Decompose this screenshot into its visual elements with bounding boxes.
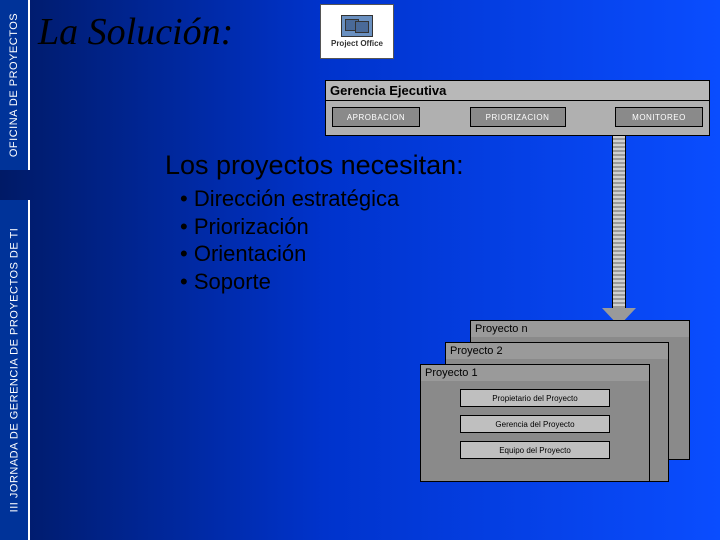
sidebar-top: OFICINA DE PROYECTOS [0,0,30,170]
exec-item-aprobacion: APROBACION [332,107,420,127]
logo-icon [341,15,373,37]
bullet-item: Soporte [180,268,399,296]
role-owner: Propietario del Proyecto [460,389,610,407]
project-roles: Propietario del Proyecto Gerencia del Pr… [421,381,649,465]
exec-item-priorizacion: PRIORIZACION [470,107,566,127]
role-manager: Gerencia del Proyecto [460,415,610,433]
exec-item-monitoreo: MONITOREO [615,107,703,127]
bullet-list: Dirección estratégica Priorización Orien… [180,185,399,295]
sidebar-bottom: III JORNADA DE GERENCIA DE PROYECTOS DE … [0,200,30,540]
sidebar-top-label: OFICINA DE PROYECTOS [8,13,20,157]
exec-box: Gerencia Ejecutiva APROBACION PRIORIZACI… [325,80,710,136]
exec-row: APROBACION PRIORIZACION MONITOREO [326,101,709,135]
logo: Project Office [320,4,394,59]
project-label: Proyecto 1 [421,365,649,381]
page-title: La Solución: [38,10,233,54]
project-label: Proyecto 2 [446,343,668,359]
bullet-item: Priorización [180,213,399,241]
slide: OFICINA DE PROYECTOS III JORNADA DE GERE… [0,0,720,540]
arrow-down-icon [612,135,626,310]
bullet-item: Dirección estratégica [180,185,399,213]
logo-text: Project Office [331,39,383,48]
project-label: Proyecto n [471,321,689,337]
project-card-1: Proyecto 1 Propietario del Proyecto Gere… [420,364,650,482]
exec-heading: Gerencia Ejecutiva [326,81,709,101]
bullet-item: Orientación [180,240,399,268]
headline: Los proyectos necesitan: [165,150,464,181]
sidebar-bottom-label: III JORNADA DE GERENCIA DE PROYECTOS DE … [8,228,20,513]
role-team: Equipo del Proyecto [460,441,610,459]
